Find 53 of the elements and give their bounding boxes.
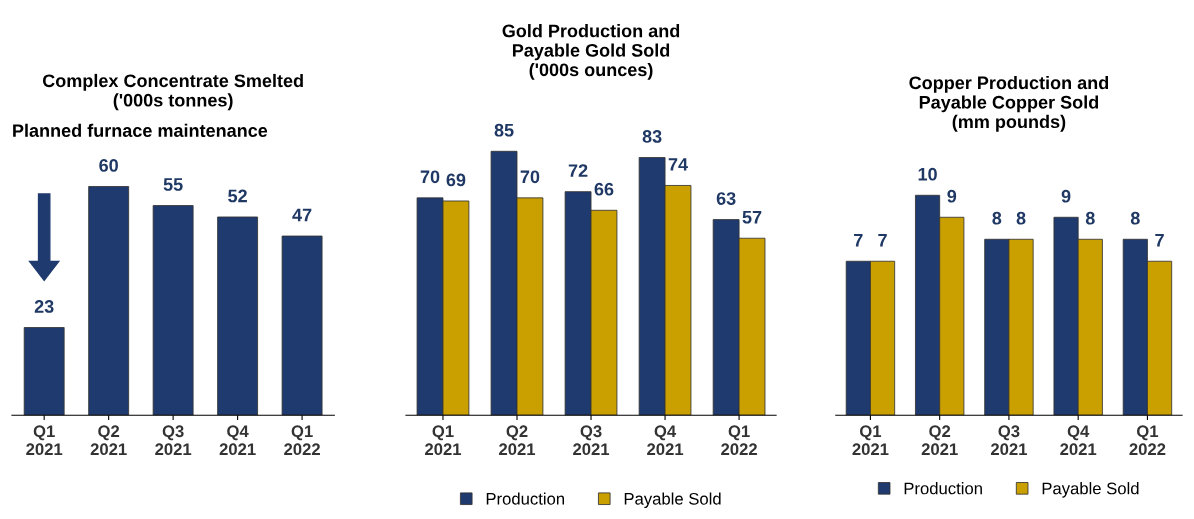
data-label: 7 — [878, 233, 887, 247]
x-tick-label: Q1 2021 — [425, 425, 462, 456]
data-label: 70 — [520, 170, 540, 184]
x-tick-label: Q1 2022 — [284, 425, 320, 456]
bar — [281, 235, 323, 416]
data-label: 55 — [163, 178, 183, 191]
legend-label: Payable Sold — [1042, 482, 1139, 498]
data-label: 57 — [742, 210, 762, 224]
data-label: 83 — [642, 130, 662, 143]
data-label: 8 — [992, 211, 1002, 225]
data-label: 47 — [292, 208, 312, 222]
bar — [152, 205, 194, 416]
data-label: 85 — [494, 123, 514, 137]
x-tick-label: Q1 2022 — [1129, 425, 1166, 456]
data-label: 8 — [1016, 211, 1026, 225]
x-tick-label: Q1 2021 — [852, 425, 889, 456]
x-tick-label: Q1 2021 — [26, 425, 63, 456]
x-tick-label: Q3 2021 — [155, 425, 192, 456]
data-label: 23 — [34, 300, 54, 313]
bar — [23, 327, 65, 416]
data-label: 8 — [1085, 211, 1095, 225]
data-label: 74 — [668, 158, 688, 171]
text: Planned furnace maintenance — [13, 123, 268, 137]
data-label: 10 — [918, 167, 937, 181]
x-tick-label: Q3 2021 — [573, 425, 610, 456]
x-tick-label: Q2 2021 — [921, 425, 958, 456]
data-label: 7 — [1155, 233, 1164, 247]
data-label: 9 — [1061, 189, 1071, 203]
legend-label: Production — [486, 492, 565, 505]
data-label: 60 — [99, 159, 118, 172]
chart-title: Copper Production and Payable Copper Sold (mm pounds) — [909, 75, 1109, 132]
x-tick-label: Q4 2021 — [1060, 425, 1097, 456]
x-tick-label: Q2 2021 — [90, 425, 127, 456]
x-tick-label: Q4 2021 — [647, 425, 684, 456]
data-label: 69 — [446, 173, 466, 187]
x-tick-label: Q3 2021 — [990, 425, 1028, 456]
legend-label: Production — [904, 482, 982, 495]
chart-title: Complex Concentrate Smelted ('000s tonnes) — [42, 73, 303, 111]
data-label: 8 — [1130, 211, 1140, 225]
data-label: 72 — [568, 164, 588, 177]
data-label: 9 — [947, 189, 957, 203]
bar — [217, 216, 259, 416]
data-label: 63 — [716, 192, 736, 205]
data-label: 52 — [228, 189, 247, 203]
data-label: 7 — [854, 233, 863, 247]
x-tick-label: Q2 2021 — [499, 425, 536, 456]
data-label: 66 — [594, 182, 614, 196]
x-tick-label: Q1 2022 — [721, 425, 757, 456]
x-tick-label: Q4 2021 — [219, 425, 256, 456]
legend-label: Payable Sold — [624, 492, 721, 509]
data-label: 70 — [420, 170, 440, 184]
chart-title: Gold Production and Payable Gold Sold ('000s ounces) — [502, 24, 680, 80]
bar — [88, 186, 130, 416]
